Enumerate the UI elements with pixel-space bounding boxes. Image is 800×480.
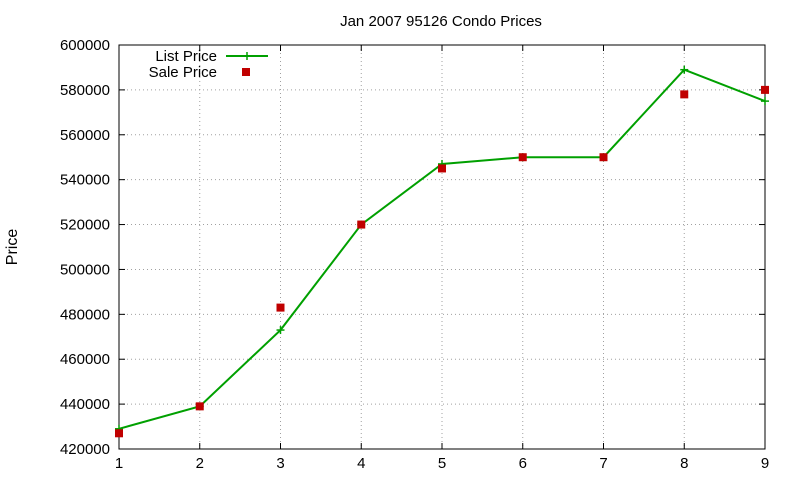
x-tick-label: 1: [115, 455, 123, 472]
sale-price-point: [680, 90, 689, 99]
x-tick-label: 9: [761, 455, 769, 472]
y-tick-label: 520000: [60, 217, 110, 234]
x-tick-label: 5: [438, 455, 446, 472]
list-price-point: [276, 326, 285, 335]
sale-price-point: [357, 220, 366, 229]
list-price-point: [761, 97, 769, 106]
y-tick-label: 600000: [60, 37, 110, 54]
x-tick-label: 6: [519, 455, 527, 472]
y-tick-label: 540000: [60, 172, 110, 189]
x-tick-label: 8: [680, 455, 688, 472]
legend-square-marker: [242, 68, 250, 76]
grid: [119, 45, 765, 449]
legend-label: List Price: [155, 48, 217, 65]
y-tick-label: 580000: [60, 82, 110, 99]
x-tick-label: 3: [276, 455, 284, 472]
y-tick-label: 480000: [60, 306, 110, 323]
y-tick-label: 500000: [60, 261, 110, 278]
series-sale-price: [115, 85, 769, 438]
chart-title: Jan 2007 95126 Condo Prices: [340, 13, 542, 30]
legend-label: Sale Price: [149, 64, 217, 81]
y-tick-label: 460000: [60, 351, 110, 368]
sale-price-point: [761, 85, 769, 94]
sale-price-point: [438, 164, 446, 173]
sale-price-point: [518, 153, 527, 162]
x-tick-label: 2: [196, 455, 204, 472]
y-tick-label: 420000: [60, 441, 110, 458]
x-tick-label: 4: [357, 455, 365, 472]
x-tick-label: 7: [599, 455, 607, 472]
tick-labels: 420000 440000 460000 480000 500000 520000 5400…: [60, 37, 769, 472]
series: [115, 65, 769, 438]
y-tick-label: 440000: [60, 396, 110, 413]
list-price-point: [680, 65, 689, 74]
legend-plus-marker: [243, 52, 251, 60]
sale-price-point: [276, 303, 285, 312]
sale-price-point: [195, 402, 204, 411]
axes: [118, 44, 766, 450]
sale-price-point: [599, 153, 608, 162]
y-axis-label: Price: [4, 229, 21, 266]
sale-price-point: [115, 429, 123, 438]
y-tick-label: 560000: [60, 127, 110, 144]
